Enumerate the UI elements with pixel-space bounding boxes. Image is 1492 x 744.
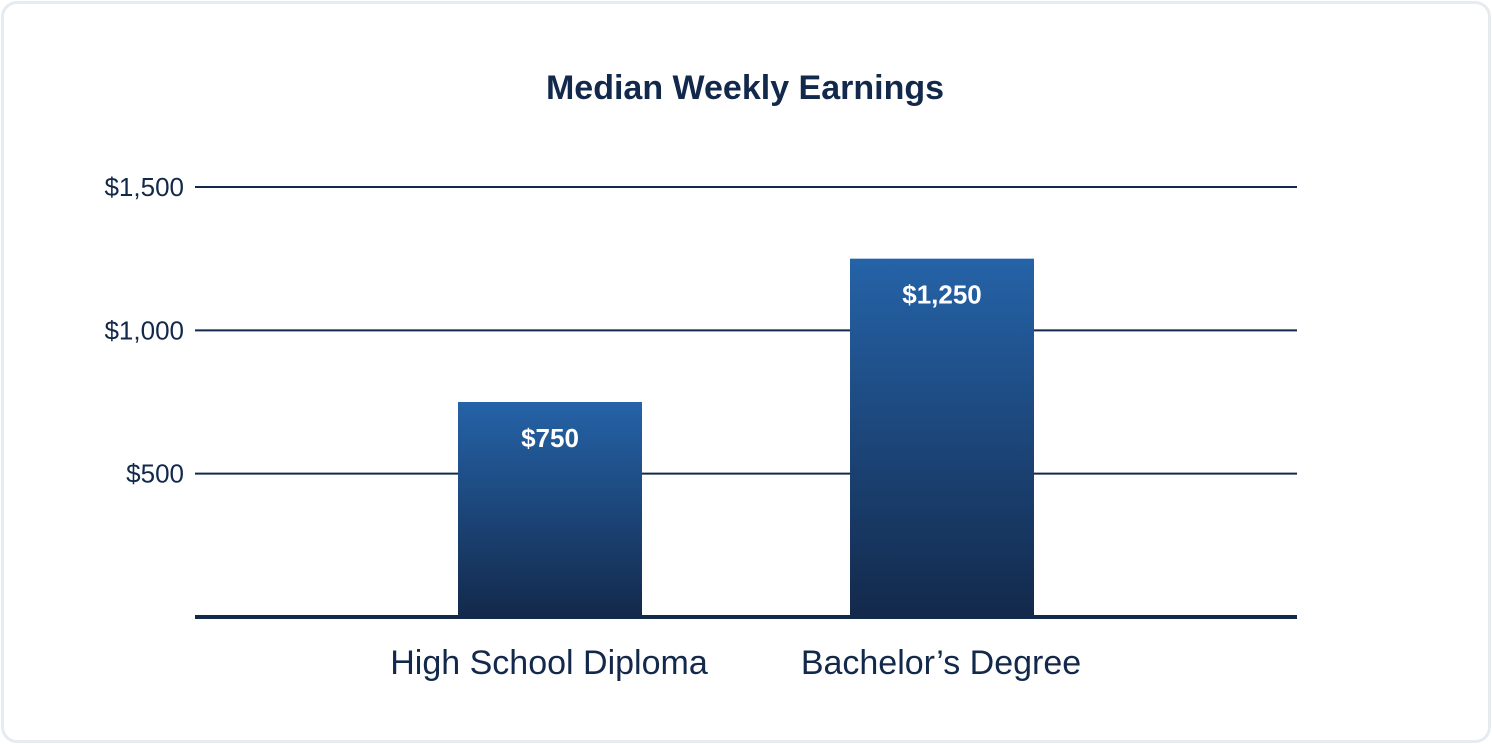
bar-value-label: $750	[521, 423, 579, 453]
gridlines	[195, 186, 1297, 475]
y-tick-label: $1,500	[104, 172, 184, 202]
bar-value-label: $1,250	[902, 280, 982, 310]
x-tick-label: High School Diploma	[390, 644, 708, 682]
y-tick-label: $1,000	[104, 315, 184, 345]
y-tick-label: $500	[126, 459, 184, 489]
bar	[850, 258, 1034, 617]
y-axis-ticks: $500 $1,000 $1,500	[104, 172, 184, 489]
x-tick-label: Bachelor’s Degree	[801, 644, 1081, 682]
bars: $750 $1,250	[458, 258, 1034, 617]
chart-title: Median Weekly Earnings	[546, 69, 944, 107]
bar	[458, 402, 642, 617]
x-axis-labels: High School Diploma Bachelor’s Degree	[390, 644, 1081, 682]
